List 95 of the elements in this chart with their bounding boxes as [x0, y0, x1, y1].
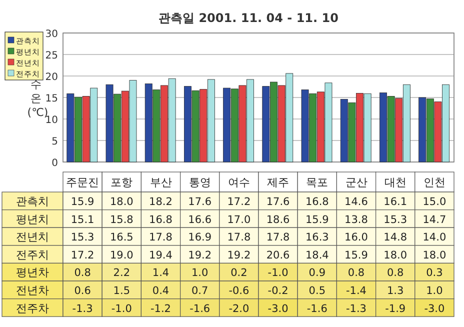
data-label: 16.8 — [305, 196, 329, 208]
data-label: -1.3 — [72, 302, 93, 315]
data-label: 15.0 — [422, 196, 446, 208]
data-label: 16.6 — [188, 214, 212, 226]
data-label: -1.0 — [111, 302, 132, 315]
data-label: 19.2 — [188, 249, 212, 262]
data-label: 15.3 — [70, 232, 94, 244]
x-tick-label: 부산 — [150, 176, 172, 189]
y-tick-label: 10 — [45, 115, 58, 126]
data-label: 1.0 — [426, 285, 443, 297]
data-label: 1.5 — [113, 285, 130, 297]
data-label: 2.2 — [113, 267, 130, 280]
data-label: 0.7 — [192, 285, 208, 297]
data-label: 13.8 — [344, 214, 368, 226]
data-label: 0.4 — [152, 285, 170, 297]
data-label: 0.5 — [308, 285, 326, 297]
data-label: 17.8 — [266, 232, 290, 244]
data-label: 18.2 — [149, 196, 172, 208]
data-label: 15.1 — [70, 214, 94, 226]
y-tick-label: 5 — [52, 136, 58, 148]
x-tick-label: 대천 — [384, 176, 406, 189]
data-label: 14.7 — [422, 214, 446, 226]
data-label: -1.4 — [346, 285, 367, 297]
data-label: 1.0 — [192, 267, 208, 280]
data-label: 1.3 — [387, 285, 404, 297]
y-tick-label: 0 — [52, 158, 58, 169]
data-label: 19.2 — [227, 249, 251, 262]
data-label: 0.2 — [230, 267, 248, 280]
data-label: 0.3 — [426, 267, 443, 280]
x-tick-label: 주문진 — [66, 176, 100, 189]
data-label: 14.0 — [422, 232, 446, 244]
data-label: 15.3 — [384, 214, 408, 226]
y-tick-label: 15 — [45, 94, 58, 104]
data-label: 18.6 — [266, 214, 290, 226]
x-tick-label: 인천 — [423, 176, 446, 189]
data-label: 0.8 — [74, 267, 91, 280]
text: 평년치 — [16, 212, 49, 226]
data-label: -1.6 — [190, 302, 210, 315]
data-label: 19.0 — [110, 249, 134, 262]
text: 전년치 — [16, 230, 49, 244]
data-label: 17.6 — [188, 196, 212, 208]
data-label: 19.4 — [149, 249, 173, 262]
data-label: 17.8 — [227, 232, 251, 244]
data-label: 15.9 — [70, 196, 94, 208]
data-label: 14.8 — [384, 232, 408, 244]
data-label: 17.8 — [149, 232, 172, 244]
data-label: 0.8 — [348, 267, 365, 280]
y-tick-label: 전년차 — [16, 284, 49, 297]
data-label: 18.4 — [305, 249, 330, 262]
x-tick-label: 여수 — [228, 176, 250, 189]
data-label: 20.6 — [266, 249, 290, 262]
data-label: 18.0 — [110, 196, 134, 208]
data-label: 16.0 — [344, 232, 368, 244]
data-label: -1.2 — [150, 302, 171, 315]
text: 전주치 — [16, 248, 49, 262]
data-label: 0.6 — [74, 285, 92, 297]
data-label: 15.9 — [344, 249, 368, 262]
data-label: -3.0 — [424, 302, 445, 315]
data-label: -2.0 — [228, 302, 250, 315]
data-label: 17.0 — [227, 214, 251, 226]
data-label: 16.3 — [305, 232, 329, 244]
x-tick-label: 군산 — [345, 176, 368, 189]
x-tick-label: 통영 — [188, 176, 211, 189]
x-tick-label: 제주 — [267, 176, 290, 189]
data-label: 1.4 — [152, 267, 170, 280]
data-label: 18.0 — [384, 249, 408, 262]
y-tick-label: 20 — [45, 72, 58, 83]
x-tick-label: 포항 — [110, 176, 133, 189]
data-label: -1.3 — [346, 302, 366, 315]
data-label: -0.2 — [268, 285, 288, 297]
data-label: 0.8 — [387, 267, 404, 280]
chart-title: 관측일 2001. 11. 04 - 11. 10 — [158, 11, 338, 25]
data-label: 14.6 — [344, 196, 368, 208]
data-label: 16.1 — [384, 196, 408, 208]
text: 관측치 — [16, 195, 49, 208]
data-label: 18.0 — [422, 249, 446, 262]
x-tick-label: 목포 — [306, 176, 328, 189]
data-label: 17.2 — [227, 196, 251, 208]
data-label: 17.6 — [266, 196, 290, 208]
data-label: 16.8 — [149, 214, 172, 226]
data-label: 17.2 — [70, 249, 94, 262]
data-label: -0.6 — [228, 285, 250, 297]
data-label: -1.0 — [268, 267, 288, 280]
data-label: 15.9 — [305, 214, 329, 226]
data-label: -1.6 — [306, 302, 328, 315]
data-label: 15.8 — [110, 214, 134, 226]
data-label: 0.9 — [308, 267, 326, 280]
y-tick-label: 30 — [45, 29, 58, 40]
data-label: 16.5 — [110, 232, 134, 244]
data-label: 16.9 — [188, 232, 212, 244]
y-tick-label: 평년차 — [16, 266, 49, 280]
y-tick-label: 전주차 — [16, 302, 49, 315]
data-label: -1.9 — [385, 302, 406, 315]
y-tick-label: 25 — [45, 50, 58, 62]
data-label: -3.0 — [268, 302, 288, 315]
